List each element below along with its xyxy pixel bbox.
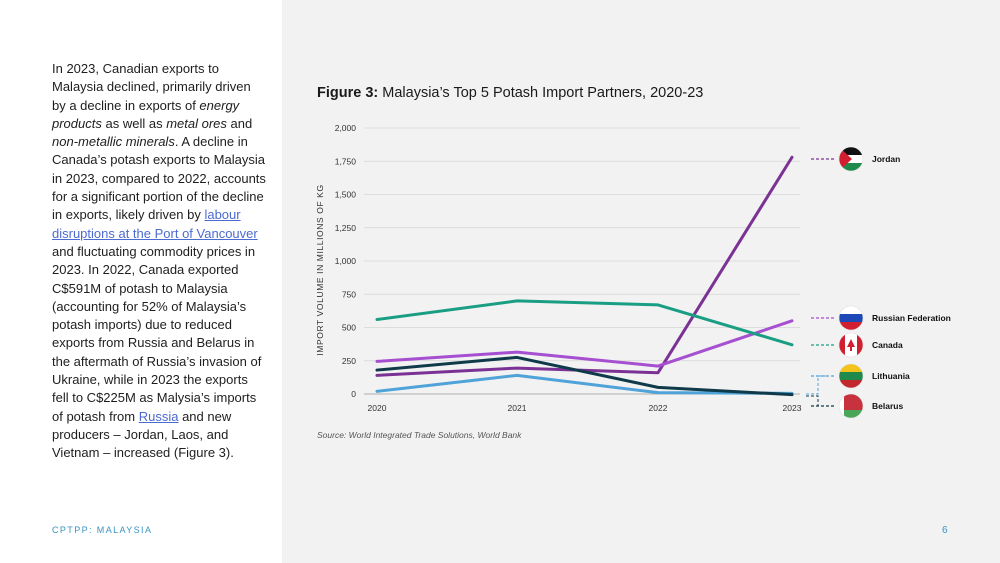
series-line-russian-federation xyxy=(375,319,794,368)
chart-legend: Jordan Russian Federation Canada Lithuania B… xyxy=(806,146,951,419)
y-tick-label: 1,000 xyxy=(335,256,357,266)
lithuania-connector xyxy=(806,375,826,395)
y-tick-label: 1,750 xyxy=(335,156,357,166)
series-line-jordan xyxy=(375,155,794,377)
body-text-italic: metal ores xyxy=(166,115,227,131)
legend-item: Lithuania xyxy=(811,363,910,389)
x-axis-ticks: 2020 2021 2022 2023 xyxy=(368,403,802,413)
legend-label: Russian Federation xyxy=(872,313,951,323)
y-tick-label: 1,250 xyxy=(335,223,357,233)
russia-link[interactable]: Russia xyxy=(138,408,179,424)
legend-item: Jordan xyxy=(811,146,900,172)
belarus-connector xyxy=(806,395,826,407)
lithuania-flag-icon xyxy=(839,364,863,388)
series-line-lithuania xyxy=(375,373,794,395)
chart-grid xyxy=(364,127,800,395)
body-paragraph: In 2023, Canadian exports to Malaysia de… xyxy=(52,60,267,463)
y-axis-label: IMPORT VOLUME IN MILLIONS OF KG xyxy=(315,184,325,355)
page-number: 6 xyxy=(942,525,948,536)
body-text-segment: . A decline in Canada’s potash exports t… xyxy=(52,134,266,223)
legend-item: Canada xyxy=(811,332,903,358)
russia-flag-icon xyxy=(839,306,863,330)
jordan-flag-icon xyxy=(839,147,863,171)
y-tick-label: 500 xyxy=(342,323,356,333)
y-tick-label: 2,000 xyxy=(335,123,357,133)
body-text-segment: and new producers – Jordan, Laos, and Vi… xyxy=(52,408,234,461)
x-tick-label: 2022 xyxy=(649,403,668,413)
belarus-flag-icon xyxy=(839,394,863,418)
chart-lines xyxy=(375,155,794,397)
figure-title-text: Malaysia’s Top 5 Potash Import Partners,… xyxy=(378,85,704,101)
body-text-segment: as well as xyxy=(101,115,167,131)
port-of-vancouver-link[interactable]: labour disruptions at the Port of Vancou… xyxy=(52,207,258,241)
legend-label: Belarus xyxy=(872,401,903,411)
figure-source: Source: World Integrated Trade Solutions… xyxy=(317,430,522,440)
text-panel: In 2023, Canadian exports to Malaysia de… xyxy=(0,0,282,563)
body-text-italic: energy products xyxy=(52,97,240,131)
body-text-segment: and xyxy=(226,115,253,131)
figure-panel xyxy=(282,0,1000,563)
body-text-segment: and fluctuating commodity prices in 2023… xyxy=(52,243,262,424)
series-line-canada xyxy=(375,299,794,347)
y-tick-label: 750 xyxy=(342,289,356,299)
body-text-segment: In 2023, Canadian exports to Malaysia de… xyxy=(52,61,251,113)
series-line-belarus xyxy=(375,355,794,397)
legend-label: Jordan xyxy=(872,154,900,164)
figure-label: Figure 3: xyxy=(317,85,379,101)
x-tick-label: 2023 xyxy=(783,403,802,413)
canada-flag-icon xyxy=(839,333,863,357)
body-text-italic: non-metallic minerals xyxy=(52,134,175,150)
legend-item: Belarus xyxy=(811,393,903,419)
legend-item: Russian Federation xyxy=(811,305,951,331)
footer-label: CPTPP: MALAYSIA xyxy=(52,525,153,535)
figure-title: Figure 3: Malaysia’s Top 5 Potash Import… xyxy=(317,85,703,101)
y-axis-ticks: 0 250 500 750 1,000 1,250 1,500 1,750 2,000 xyxy=(335,123,357,399)
x-tick-label: 2021 xyxy=(508,403,527,413)
legend-label: Lithuania xyxy=(872,371,910,381)
y-tick-label: 250 xyxy=(342,356,356,366)
legend-label: Canada xyxy=(872,340,903,350)
x-tick-label: 2020 xyxy=(368,403,387,413)
y-tick-label: 1,500 xyxy=(335,190,357,200)
y-tick-label: 0 xyxy=(351,389,356,399)
